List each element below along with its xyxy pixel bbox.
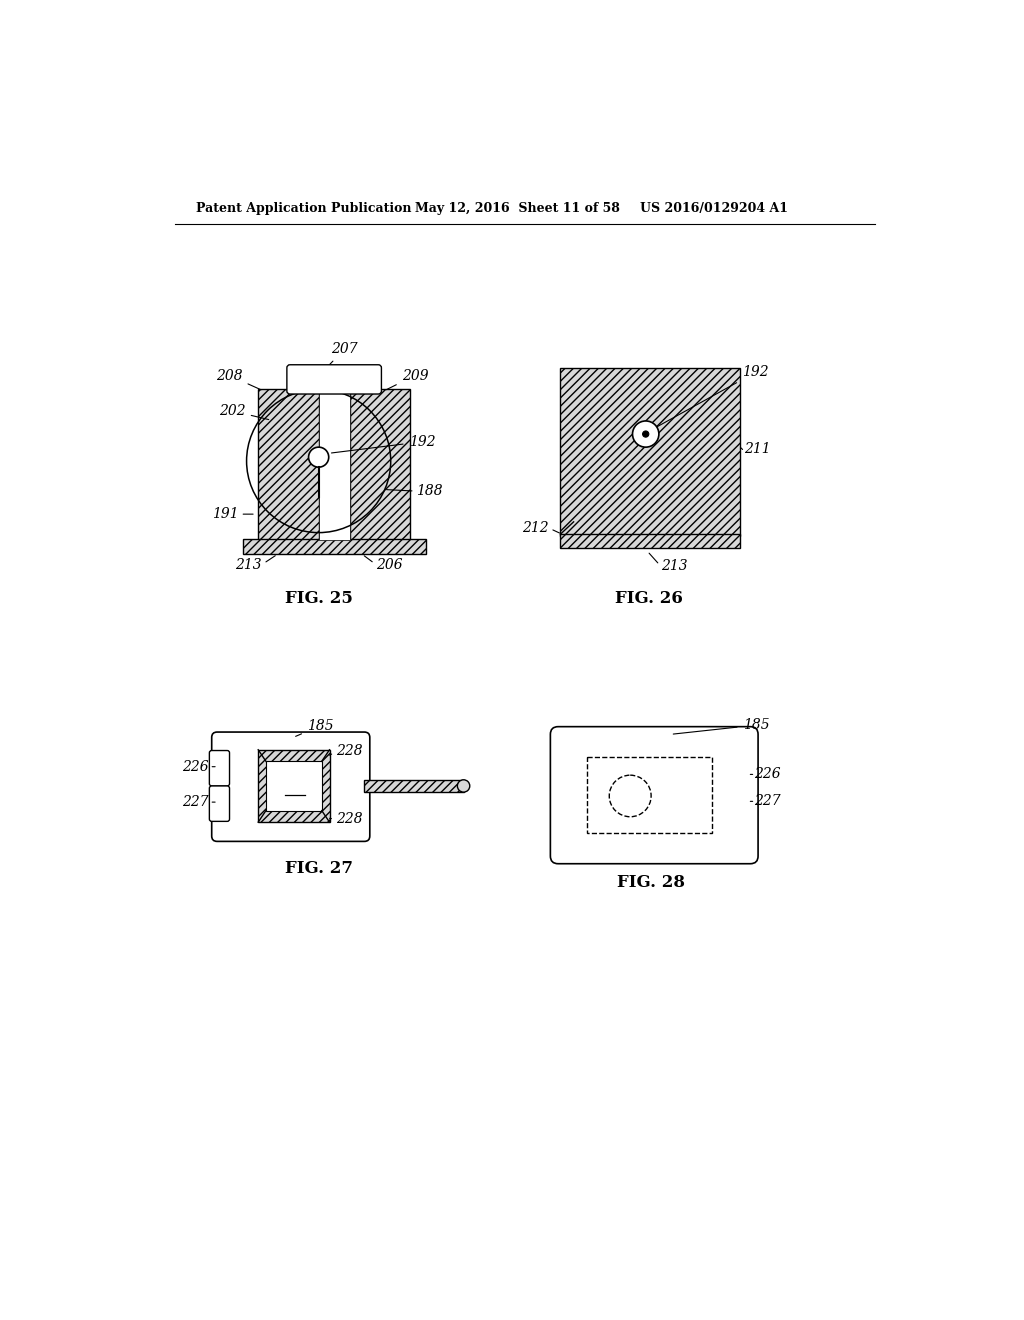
- Bar: [560, 368, 740, 536]
- Bar: [318, 389, 349, 540]
- Text: 211: 211: [744, 442, 771, 457]
- Text: 228: 228: [336, 744, 362, 758]
- Text: 188: 188: [417, 484, 443, 498]
- Text: 227: 227: [182, 795, 209, 809]
- Text: 191: 191: [212, 507, 239, 521]
- Text: FIG. 28: FIG. 28: [617, 874, 685, 891]
- FancyBboxPatch shape: [209, 785, 229, 821]
- Text: May 12, 2016  Sheet 11 of 58: May 12, 2016 Sheet 11 of 58: [415, 202, 620, 215]
- Text: 209: 209: [386, 368, 428, 389]
- Text: 213: 213: [236, 558, 262, 572]
- FancyBboxPatch shape: [550, 726, 758, 863]
- Text: FIG. 26: FIG. 26: [614, 590, 683, 607]
- Text: 185: 185: [673, 718, 769, 734]
- Text: 192: 192: [332, 434, 435, 453]
- Text: 228: 228: [336, 812, 362, 826]
- FancyBboxPatch shape: [212, 733, 370, 841]
- Text: 226: 226: [755, 767, 781, 781]
- Bar: [349, 389, 410, 540]
- Text: Patent Application Publication: Patent Application Publication: [197, 202, 412, 215]
- Text: 206: 206: [376, 558, 402, 572]
- Circle shape: [458, 780, 470, 792]
- Text: 227: 227: [755, 795, 781, 808]
- FancyBboxPatch shape: [209, 751, 229, 785]
- Text: 208: 208: [216, 368, 261, 389]
- Bar: [258, 389, 318, 540]
- Bar: [243, 539, 426, 554]
- Circle shape: [633, 421, 658, 447]
- Circle shape: [308, 447, 329, 467]
- Bar: [560, 535, 740, 548]
- Bar: [258, 750, 330, 822]
- Text: 213: 213: [662, 560, 688, 573]
- Text: 212: 212: [522, 521, 549, 535]
- Text: 226: 226: [182, 760, 209, 774]
- Bar: [266, 762, 322, 810]
- Bar: [587, 758, 713, 833]
- Circle shape: [643, 430, 649, 437]
- Text: 207: 207: [329, 342, 357, 366]
- Text: 231: 231: [281, 783, 307, 797]
- Text: FIG. 27: FIG. 27: [285, 859, 352, 876]
- Text: 202: 202: [219, 404, 268, 420]
- Text: US 2016/0129204 A1: US 2016/0129204 A1: [640, 202, 787, 215]
- Bar: [365, 780, 464, 792]
- Text: 192: 192: [657, 366, 768, 426]
- Text: FIG. 25: FIG. 25: [285, 590, 352, 607]
- FancyBboxPatch shape: [287, 364, 381, 395]
- Text: 185: 185: [296, 719, 334, 737]
